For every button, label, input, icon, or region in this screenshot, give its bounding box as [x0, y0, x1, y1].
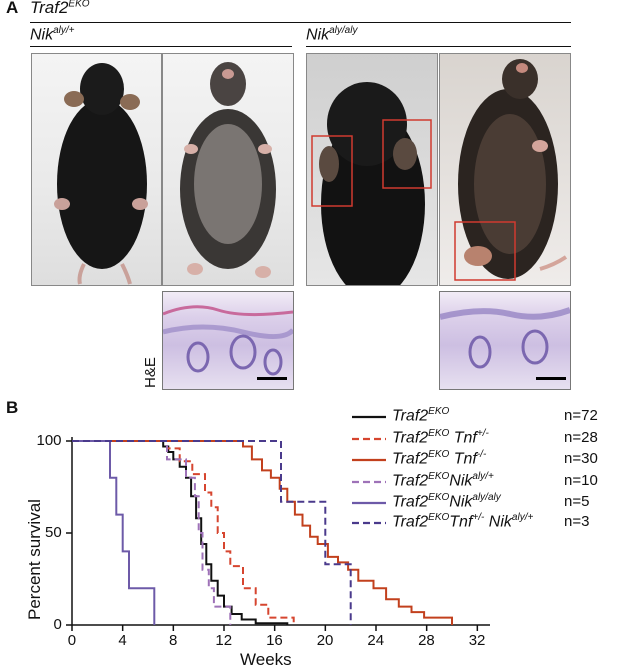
legend-n-count: n=28	[564, 429, 598, 446]
survival-series-line-2	[72, 440, 295, 625]
legend-label-base: Traf2	[392, 450, 429, 468]
legend-label-base: Traf2	[392, 472, 429, 490]
legend-label-sup: EKO	[428, 512, 450, 523]
group-left-base: Nik	[30, 26, 54, 44]
legend-label-gene: Tnf	[449, 429, 477, 447]
legend-label-gene-sup: aly/aly	[472, 492, 501, 503]
legend-label-sup: EKO	[428, 449, 450, 460]
panel-b-letter: B	[6, 398, 19, 417]
legend-label-sup: EKO	[428, 428, 450, 439]
y-tick-label: 100	[36, 432, 62, 449]
legend-label-gene-sup: +/-	[472, 512, 485, 523]
x-tick-label: 8	[169, 632, 178, 649]
legend-n-count: n=10	[564, 472, 598, 489]
x-tick-label: 32	[468, 632, 486, 649]
title-sup: EKO	[68, 0, 90, 10]
histology-texture-right	[440, 307, 570, 369]
panel-a-title: Traf2EKO	[30, 0, 90, 18]
legend-label-gene: Tnf	[449, 513, 473, 531]
group-left-sup: aly/+	[53, 25, 75, 36]
legend-label: Traf2EKO	[392, 406, 449, 425]
legend-label-gene-sup: aly/+	[472, 471, 494, 482]
legend-swatch	[352, 480, 386, 484]
legend-label-sup: EKO	[428, 471, 450, 482]
y-tick-label: 50	[45, 524, 62, 541]
x-tick-label: 20	[316, 632, 334, 649]
legend-swatch	[352, 458, 386, 462]
x-tick-label: 0	[67, 632, 77, 649]
legend-label-gene-sup: +/-	[476, 428, 489, 439]
survival-series-line-6	[72, 440, 352, 625]
y-tick-label: 0	[53, 616, 62, 633]
x-axis-title: Weeks	[240, 650, 292, 669]
he-histology-right	[439, 291, 571, 390]
group-left-label: Nikaly/+	[30, 25, 75, 44]
histology-texture	[163, 305, 293, 376]
legend-label-base: Traf2	[392, 429, 429, 447]
x-tick-label: 12	[215, 632, 233, 649]
legend-label: Traf2EKO Tnf-/-	[392, 449, 486, 468]
title-rule	[30, 22, 571, 23]
legend-swatch	[352, 521, 386, 525]
survival-series-line-4	[72, 440, 232, 625]
x-tick-label: 4	[118, 632, 127, 649]
group-left-rule	[30, 46, 292, 47]
photo-nik-aly-het-ventral	[162, 53, 294, 286]
group-right-base: Nik	[306, 26, 330, 44]
legend-label-gene: Nik	[449, 472, 473, 490]
legend-item: Traf2EKONikaly/aly n=5	[350, 492, 617, 512]
legend-label: Traf2EKO Tnf+/-	[392, 428, 489, 447]
x-tick-label: 28	[418, 632, 435, 649]
legend-label-sup: EKO	[428, 406, 450, 417]
mouse-ventral-lesion-illustration	[454, 59, 568, 281]
group-right-sup: aly/aly	[329, 25, 358, 36]
legend-label-base: Traf2	[392, 513, 429, 531]
legend-label-sup: EKO	[428, 492, 450, 503]
legend-item: Traf2EKOTnf+/- Nikaly/+ n=3	[350, 512, 617, 532]
scale-bar-left	[257, 377, 287, 380]
legend-label: Traf2EKONikaly/aly	[392, 492, 501, 511]
mouse-dorsal-illustration	[54, 63, 148, 285]
legend-label-gene-sup: aly/+	[511, 512, 534, 523]
legend-n-count: n=30	[564, 450, 598, 467]
chart-series	[72, 440, 453, 625]
legend-label-gene-sup: -/-	[476, 449, 487, 460]
legend-label: Traf2EKOTnf+/- Nikaly/+	[392, 512, 533, 531]
legend-label-gene: Tnf	[449, 450, 477, 468]
panel-a-letter: A	[6, 0, 19, 17]
legend-label: Traf2EKONikaly/+	[392, 471, 494, 490]
legend-item: Traf2EKONikaly/+ n=10	[350, 471, 617, 491]
scale-bar-right	[536, 377, 566, 380]
photo-nik-aly-hom-ventral	[439, 53, 571, 286]
legend-swatch	[352, 501, 386, 505]
x-tick-label: 24	[367, 632, 385, 649]
mouse-dorsal-lesion-illustration	[311, 82, 432, 285]
legend-n-count: n=5	[564, 493, 590, 510]
chart-axes	[66, 437, 490, 631]
y-axis-title: Percent survival	[25, 499, 44, 620]
survival-series-line-3	[72, 440, 453, 625]
legend-swatch	[352, 415, 386, 419]
survival-series-line-5	[72, 440, 156, 625]
legend-label-gene: Nik	[449, 493, 473, 511]
legend-item: Traf2EKO Tnf+/- n=28	[350, 428, 617, 448]
legend-label-gene: Nik	[484, 513, 512, 531]
legend-swatch	[352, 437, 386, 441]
title-base: Traf2	[30, 0, 69, 17]
survival-series-line-1	[72, 440, 289, 625]
legend-label-base: Traf2	[392, 407, 429, 425]
photo-nik-aly-het-dorsal	[31, 53, 162, 286]
mouse-ventral-illustration	[180, 62, 276, 278]
photo-nik-aly-hom-dorsal	[306, 53, 438, 286]
legend-label-base: Traf2	[392, 493, 429, 511]
he-histology-left	[162, 291, 294, 390]
x-tick-label: 16	[266, 632, 283, 649]
legend-n-count: n=3	[564, 513, 590, 530]
legend-n-count: n=72	[564, 407, 598, 424]
legend-item: Traf2EKO n=72	[350, 406, 617, 426]
group-right-label: Nikaly/aly	[306, 25, 357, 44]
legend-item: Traf2EKO Tnf-/- n=30	[350, 449, 617, 469]
group-right-rule	[306, 46, 571, 47]
